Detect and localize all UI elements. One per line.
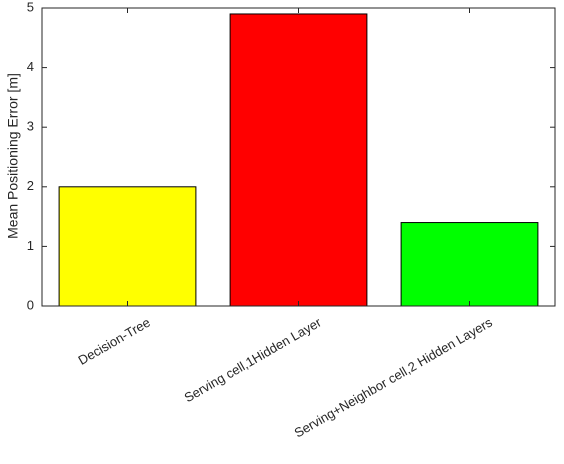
x-tick-label: Serving cell,1Hidden Layer: [182, 314, 325, 405]
bar: [400, 222, 539, 307]
y-tick-label: 3: [27, 119, 34, 134]
y-tick-label: 0: [27, 297, 34, 312]
y-tick-label: 5: [27, 0, 34, 14]
y-tick-label: 4: [27, 59, 34, 74]
bar: [58, 186, 197, 307]
x-tick-label: Serving+Neighbor cell,2 Hidden Layers: [292, 314, 496, 440]
y-axis-label: Mean Positioning Error [m]: [5, 73, 21, 239]
y-tick-label: 1: [27, 238, 34, 253]
bar: [229, 13, 368, 307]
axes-box: [41, 7, 556, 307]
x-tick-label: Decision-Tree: [76, 315, 153, 368]
y-tick-label: 2: [27, 178, 34, 193]
